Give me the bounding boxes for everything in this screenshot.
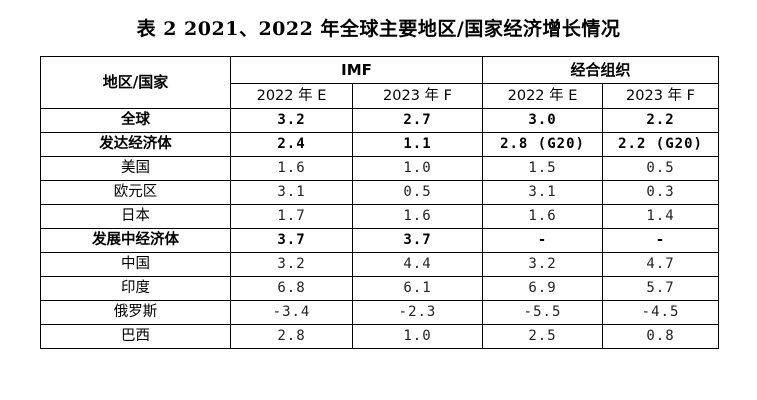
value-cell: 3.7 — [230, 228, 353, 253]
value-cell: 3.7 — [351, 228, 484, 253]
value-cell: -4.5 — [602, 300, 720, 325]
value-cell: 1.0 — [351, 324, 484, 349]
header-group-oecd: 经合组织 — [482, 56, 720, 84]
table-row: 发展中经济体 3.7 3.7- - — [40, 228, 720, 253]
region-name-cell: 俄罗斯 — [40, 300, 231, 325]
region-name-cell: 发达经济体 — [40, 132, 231, 157]
value-cell: -3.4 — [230, 300, 353, 325]
header-imf-2023f: 2023 年 F — [351, 83, 484, 109]
header-imf-2022e: 2022 年 E — [230, 83, 353, 109]
value-cell: - — [602, 228, 720, 253]
table-row: 全球 3.2 2.7 3.0 2.2 — [40, 108, 720, 133]
value-cell: 0.8 — [602, 324, 720, 349]
value-cell: -2.3 — [351, 300, 484, 325]
header-oecd-2022e: 2022 年 E — [482, 83, 604, 109]
table-row: 俄罗斯 -3.4 -2.3 -5.5 -4.5 — [40, 300, 720, 325]
value-cell: 2.2 (G20) — [602, 132, 720, 157]
economic-growth-table: 地区/国家 IMF 经合组织 2022 年 E 2023 年 F 2022 年 … — [40, 56, 720, 349]
value-cell: -5.5 — [482, 300, 604, 325]
region-name-cell: 日本 — [40, 204, 231, 229]
value-cell: 6.1 — [351, 276, 484, 301]
value-cell: 0.3 — [602, 180, 720, 205]
region-name-cell: 巴西 — [40, 324, 231, 349]
table-row: 印度 6.8 6.1 6.9 5.7 — [40, 276, 720, 301]
value-cell: 2.8 (G20) — [482, 132, 604, 157]
table-row: 中国 3.2 4.4 3.2 4.7 — [40, 252, 720, 277]
value-cell: 1.5 — [482, 156, 604, 181]
table-row: 发达经济体 2.4 1.1 2.8 (G20) 2.2 (G20) — [40, 132, 720, 157]
value-cell: 1.4 — [602, 204, 720, 229]
value-cell: 3.2 — [482, 252, 604, 277]
region-name-cell: 美国 — [40, 156, 231, 181]
header-row-years: 2022 年 E 2023 年 F 2022 年 E 2023 年 F — [41, 83, 720, 109]
region-name-cell: 发展中经济体 — [40, 228, 231, 253]
value-cell: 3.2 — [230, 108, 353, 133]
value-cell: - — [482, 228, 604, 253]
value-cell: 1.6 — [230, 156, 353, 181]
value-cell: 6.9 — [482, 276, 604, 301]
region-name-cell: 欧元区 — [40, 180, 231, 205]
value-cell: 3.1 — [482, 180, 604, 205]
value-cell: 1.6 — [482, 204, 604, 229]
value-cell: 2.2 — [602, 108, 720, 133]
value-cell: 3.1 — [230, 180, 353, 205]
value-cell: 2.7 — [351, 108, 484, 133]
region-name-cell: 印度 — [40, 276, 231, 301]
value-cell: 2.5 — [482, 324, 604, 349]
table-row: 日本 1.7 1.6 1.6 1.4 — [40, 204, 720, 229]
value-cell: 4.7 — [602, 252, 720, 277]
table-row: 巴西 2.8 1.0 2.5 0.8 — [40, 324, 720, 349]
region-name-cell: 全球 — [40, 108, 231, 133]
value-cell: 4.4 — [351, 252, 484, 277]
value-cell: 3.0 — [482, 108, 604, 133]
value-cell: 0.5 — [351, 180, 484, 205]
value-cell: 3.2 — [230, 252, 353, 277]
header-oecd-2023f: 2023 年 F — [602, 83, 720, 109]
value-cell: 1.6 — [351, 204, 484, 229]
header-row-groups: 地区/国家 IMF 经合组织 — [40, 56, 720, 109]
value-cell: 2.4 — [230, 132, 353, 157]
table-row: 欧元区 3.1 0.5 3.1 0.3 — [40, 180, 720, 205]
table-body: 全球 3.2 2.7 3.0 2.2 发达经济体 2.4 1.1 2.8 (G20) 2.2 (G… — [40, 108, 720, 349]
header-corner-cell: 地区/国家 — [40, 56, 231, 109]
value-cell: 1.1 — [351, 132, 484, 157]
region-name-cell: 中国 — [40, 252, 231, 277]
value-cell: 1.0 — [351, 156, 484, 181]
header-group-imf: IMF — [229, 56, 484, 84]
table-row: 美国 1.6 1.0 1.5 0.5 — [40, 156, 720, 181]
table-caption: 表 2 2021、2022 年全球主要地区/国家经济增长情况 — [136, 18, 621, 40]
value-cell: 5.7 — [602, 276, 720, 301]
value-cell: 2.8 — [230, 324, 353, 349]
value-cell: 6.8 — [230, 276, 353, 301]
value-cell: 1.7 — [230, 204, 353, 229]
value-cell: 0.5 — [602, 156, 720, 181]
